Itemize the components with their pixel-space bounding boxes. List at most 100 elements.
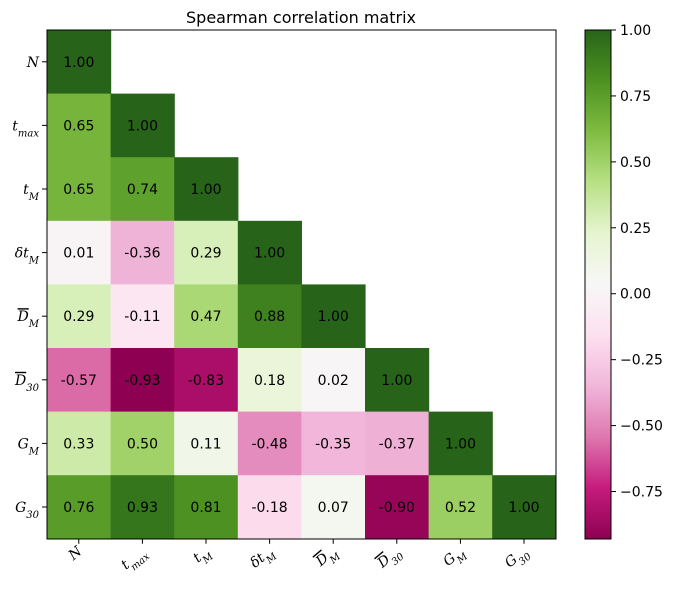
heatmap-cell [110, 284, 175, 349]
heatmap-cell [301, 411, 366, 476]
heatmap-cell [47, 411, 112, 476]
colorbar-tick-label: −0.25 [620, 353, 663, 369]
cell-value-label: 0.65 [63, 118, 94, 134]
heatmap-cell [47, 220, 112, 285]
y-tick-label: GM [18, 436, 40, 457]
cell-value-label: -0.93 [124, 373, 160, 389]
heatmap-cell [47, 30, 112, 95]
heatmap-cell [492, 475, 557, 540]
heatmap-cell [237, 411, 302, 476]
y-tick-label: N [26, 55, 40, 71]
heatmap-cells: 1.00 0.65 1.00 0.65 0.74 1.00 0.01 -0.36 0.29 1.0… [47, 30, 557, 540]
chart-title: Spearman correlation matrix [186, 8, 416, 27]
cell-value-label: 0.47 [190, 309, 221, 325]
cell-value-label: -0.36 [124, 246, 160, 262]
cell-value-label: 0.02 [318, 373, 349, 389]
cell-value-label: 0.18 [254, 373, 285, 389]
cell-value-label: -0.35 [315, 436, 351, 452]
heatmap-cell [237, 475, 302, 540]
colorbar-tick-label: 0.25 [620, 221, 651, 237]
colorbar-tick-label: 0.00 [620, 287, 651, 303]
colorbar: 1.00 0.75 0.50 0.25 0.00 −0.25 −0.50 −0.75 [584, 23, 663, 540]
heatmap-cell [47, 475, 112, 540]
cell-value-label: -0.11 [124, 309, 160, 325]
colorbar-tick-label: 0.75 [620, 89, 651, 105]
cell-value-label: -0.90 [379, 500, 415, 516]
heatmap-cell [110, 157, 175, 222]
cell-value-label: 0.74 [127, 182, 158, 198]
heatmap-cell [174, 475, 239, 540]
heatmap-cell [301, 475, 366, 540]
x-tick-label: GM [440, 543, 470, 573]
colorbar-gradient [584, 29, 612, 540]
colorbar-ticks: 1.00 0.75 0.50 0.25 0.00 −0.25 −0.50 −0.75 [611, 23, 663, 501]
heatmap-cell [110, 475, 175, 540]
cell-value-label: 1.00 [318, 309, 349, 325]
cell-value-label: 0.65 [63, 182, 94, 198]
heatmap-cell [174, 284, 239, 349]
heatmap-cell [47, 348, 112, 413]
cell-value-label: 0.76 [63, 500, 94, 516]
cell-value-label: 1.00 [127, 118, 158, 134]
cell-value-label: 0.93 [127, 500, 158, 516]
y-tick-label: D30 [14, 373, 40, 394]
heatmap-cell [47, 157, 112, 222]
cell-value-label: 0.29 [63, 309, 94, 325]
cell-value-label: 1.00 [254, 246, 285, 262]
heatmap-cell [110, 411, 175, 476]
heatmap-cell [237, 348, 302, 413]
heatmap-cell [365, 475, 430, 540]
y-tick-label: δtM [15, 246, 40, 267]
heatmap-cell [301, 284, 366, 349]
x-tick-label: tmax [118, 543, 152, 576]
heatmap-cell [110, 93, 175, 158]
cell-value-label: 1.00 [63, 55, 94, 71]
cell-value-label: 0.52 [445, 500, 476, 516]
x-tick-label: N [65, 543, 86, 564]
heatmap-cell [365, 411, 430, 476]
heatmap-cell [301, 348, 366, 413]
x-tick-label: D30 [374, 543, 407, 575]
heatmap-cell [47, 284, 112, 349]
heatmap-cell [47, 93, 112, 158]
heatmap-cell [428, 411, 493, 476]
heatmap-cell [174, 348, 239, 413]
x-tick-label: δtM [247, 543, 279, 575]
heatmap-cell [237, 220, 302, 285]
cell-value-label: 1.00 [190, 182, 221, 198]
x-tick-label: DM [312, 543, 343, 574]
cell-value-label: -0.18 [251, 500, 287, 516]
cell-value-label: 1.00 [381, 373, 412, 389]
cell-value-label: 0.11 [190, 436, 221, 452]
heatmap-cell [365, 348, 430, 413]
heatmap-cell [237, 284, 302, 349]
y-tick-label: DM [17, 309, 40, 330]
heatmap-cell [174, 220, 239, 285]
colorbar-tick-label: 1.00 [620, 23, 651, 39]
cell-value-label: 0.01 [63, 246, 94, 262]
heatmap-cell [110, 220, 175, 285]
cell-value-label: 0.88 [254, 309, 285, 325]
heatmap-cell [174, 411, 239, 476]
cell-value-label: 0.07 [318, 500, 349, 516]
cell-value-label: 0.50 [127, 436, 158, 452]
x-tick-label: G30 [502, 543, 534, 574]
y-tick-label: G30 [15, 500, 40, 521]
cell-value-label: 0.29 [190, 246, 221, 262]
cell-value-label: -0.57 [61, 373, 97, 389]
heatmap-cell [428, 475, 493, 540]
cell-value-label: 0.33 [63, 436, 94, 452]
cell-value-label: 1.00 [508, 500, 539, 516]
y-tick-label: tmax [12, 118, 39, 139]
plot-frame [46, 29, 557, 540]
colorbar-tick-label: 0.50 [620, 155, 651, 171]
y-tick-label: tM [23, 182, 40, 203]
colorbar-tick-label: −0.50 [620, 419, 663, 435]
cell-value-label: -0.48 [251, 436, 287, 452]
colorbar-tick-label: −0.75 [620, 485, 663, 501]
cell-value-label: -0.83 [188, 373, 224, 389]
heatmap-cell [174, 157, 239, 222]
